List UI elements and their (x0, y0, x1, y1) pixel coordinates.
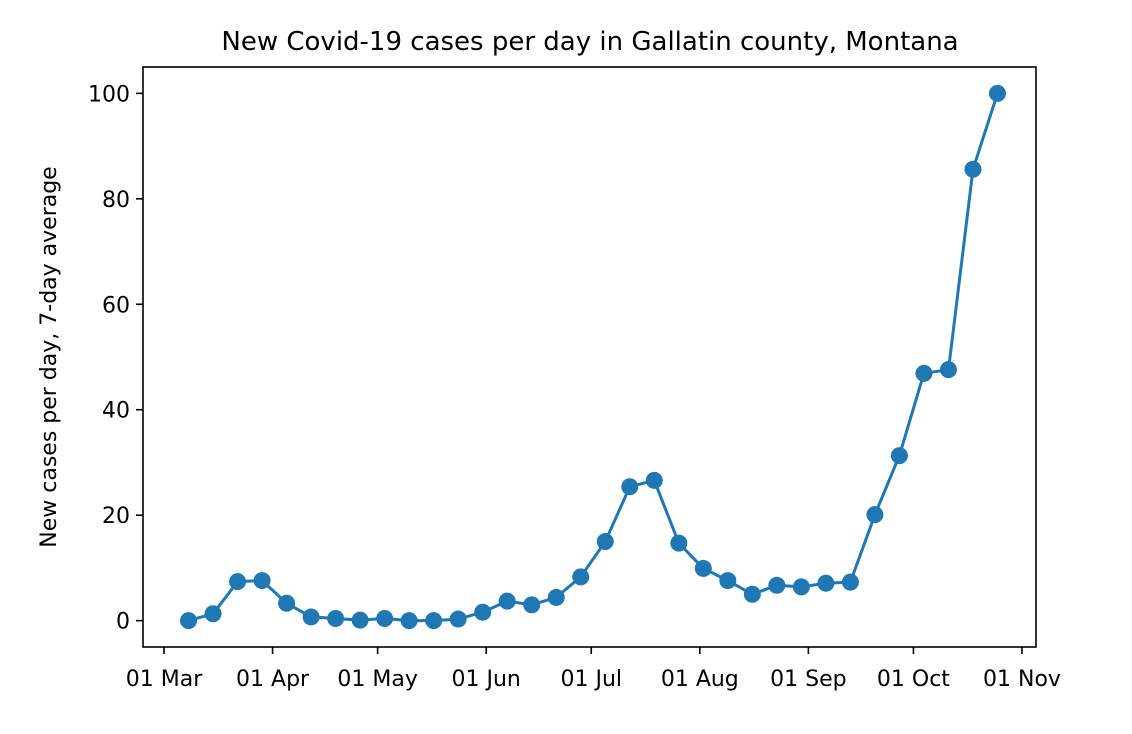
data-point (596, 533, 614, 551)
data-point (694, 559, 712, 577)
data-point (670, 534, 688, 552)
y-tick-label: 60 (102, 293, 130, 318)
data-point (498, 592, 516, 610)
y-tick-label: 0 (116, 610, 130, 635)
data-point (939, 361, 957, 379)
data-point (400, 612, 418, 630)
data-point (547, 588, 565, 606)
x-tick-label: 01 Mar (126, 667, 203, 692)
data-point (817, 574, 835, 592)
x-tick-label: 01 Oct (877, 667, 950, 692)
data-point (841, 573, 859, 591)
data-point (425, 612, 443, 630)
chart-title: New Covid-19 cases per day in Gallatin c… (221, 27, 958, 57)
x-axis-ticks: 01 Mar 01 Apr 01 May 01 Jun 01 Jul 01 Aug 01 S… (126, 647, 1061, 692)
y-tick-label: 20 (102, 504, 130, 529)
data-point (890, 447, 908, 465)
data-point (964, 160, 982, 178)
data-point (302, 608, 320, 626)
x-tick-label: 01 May (337, 667, 417, 692)
y-tick-label: 100 (88, 82, 130, 107)
data-point (278, 594, 296, 612)
data-point (645, 471, 663, 489)
x-tick-label: 01 Jun (452, 667, 521, 692)
data-point (351, 611, 369, 629)
data-point (474, 603, 492, 621)
series-line (188, 92, 999, 623)
data-point (572, 568, 590, 586)
data-point (743, 585, 761, 603)
data-point (915, 364, 933, 382)
data-point (327, 610, 345, 628)
plot-series (180, 84, 1006, 630)
y-axis-ticks: 0 20 40 60 80 100 (88, 82, 143, 635)
x-tick-label: 01 Apr (236, 667, 310, 692)
x-tick-label: 01 Sep (770, 667, 846, 692)
data-point (988, 84, 1006, 102)
y-tick-label: 80 (102, 188, 130, 213)
y-axis-label: New cases per day, 7-day average (37, 166, 62, 547)
plot-frame (142, 66, 1037, 648)
data-point (866, 506, 884, 524)
data-point (719, 572, 737, 590)
y-tick-label: 40 (102, 399, 130, 424)
data-point (376, 610, 394, 628)
data-point (229, 573, 247, 591)
data-point (180, 612, 198, 630)
data-point (523, 596, 541, 614)
data-point (792, 578, 810, 596)
data-point (253, 572, 271, 590)
data-point (204, 605, 222, 623)
data-point (449, 610, 467, 628)
x-tick-label: 01 Jul (560, 667, 622, 692)
x-tick-label: 01 Nov (983, 667, 1061, 692)
data-point (768, 576, 786, 594)
x-tick-label: 01 Aug (661, 667, 739, 692)
data-point (621, 478, 639, 496)
